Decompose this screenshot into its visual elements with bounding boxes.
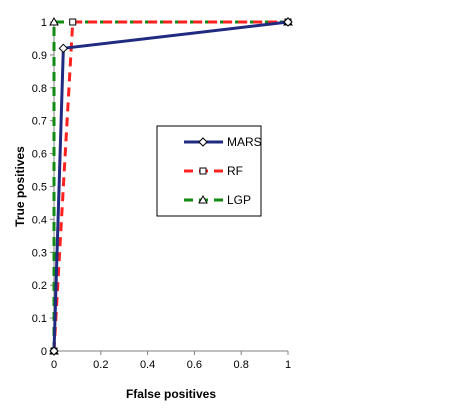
- series-point-rf: [69, 18, 77, 26]
- y-tick-label: 0.5: [32, 182, 47, 194]
- y-tick-label: 0: [41, 346, 47, 358]
- series-point-mars: [283, 17, 293, 27]
- y-tick-label: 1: [41, 17, 47, 29]
- legend: MARS RF LGP: [156, 125, 262, 217]
- x-tick-label: 0.8: [234, 359, 249, 371]
- y-tick-label: 0.9: [32, 50, 47, 62]
- y-tick-label: 0.4: [32, 214, 47, 226]
- series-point-mars: [58, 43, 69, 54]
- legend-item-lgp: LGP: [184, 193, 251, 207]
- x-axis-ticks: 0 0.2 0.4 0.6 0.8 1: [51, 351, 291, 371]
- series-line-rf: [52, 20, 288, 352]
- y-tick-label: 0.8: [32, 83, 47, 95]
- x-tick-label: 1: [285, 359, 291, 371]
- y-tick-label: 0.7: [32, 116, 47, 128]
- legend-label-mars: MARS: [227, 135, 262, 149]
- y-axis-ticks: 0 0.1 0.2 0.3 0.4 0.5 0.6 0.7 0.8 0.9 1: [32, 17, 54, 358]
- legend-marker-lgp: [198, 194, 208, 204]
- legend-item-mars: MARS: [184, 135, 262, 149]
- x-tick-label: 0.2: [93, 359, 108, 371]
- legend-label-lgp: LGP: [227, 193, 251, 207]
- series-point-lgp: [49, 16, 59, 26]
- legend-marker-mars: [198, 137, 208, 147]
- series-point-mars: [49, 346, 59, 356]
- y-tick-label: 0.2: [32, 280, 47, 292]
- legend-label-rf: RF: [227, 164, 243, 178]
- y-tick-label: 0.6: [32, 149, 47, 161]
- y-tick-label: 0.3: [32, 247, 47, 259]
- legend-item-rf: RF: [184, 164, 243, 178]
- series-layer: [49, 16, 293, 356]
- x-axis-title: Ffalse positives: [126, 387, 216, 401]
- x-tick-label: 0.4: [140, 359, 155, 371]
- series-mars: [49, 17, 293, 356]
- x-tick-label: 0: [51, 359, 57, 371]
- y-tick-label: 0.1: [32, 313, 47, 325]
- y-axis-title: True positives: [13, 146, 27, 227]
- legend-marker-rf: [199, 167, 207, 175]
- x-tick-label: 0.6: [187, 359, 202, 371]
